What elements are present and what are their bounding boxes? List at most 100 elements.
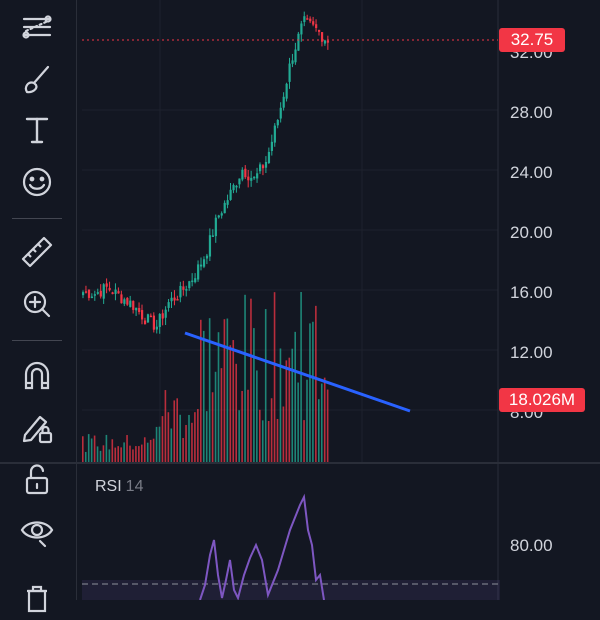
candle-body	[146, 314, 150, 323]
candle-body	[126, 298, 129, 305]
candle-body	[282, 96, 285, 108]
candle-body	[211, 235, 214, 237]
text-tool[interactable]	[12, 108, 62, 152]
candle-body	[111, 292, 114, 295]
candle-body	[297, 33, 300, 51]
volume-bar	[82, 436, 84, 462]
candle-body	[326, 40, 330, 43]
volume-bar	[309, 323, 311, 462]
candle-body	[259, 164, 262, 172]
volume-bar	[238, 410, 240, 462]
rsi-length: 14	[125, 478, 144, 495]
volume-bar	[300, 292, 302, 462]
candle-body	[185, 289, 188, 291]
volume-bar	[158, 426, 161, 462]
toolbar-divider	[12, 340, 62, 341]
volume-bar	[141, 444, 143, 462]
volume-bar	[259, 409, 261, 462]
volume-bar	[185, 424, 187, 462]
volume-bar	[114, 447, 117, 462]
emoji-tool[interactable]	[12, 160, 62, 204]
volume-label: 18.026M	[499, 388, 585, 412]
candle-body	[273, 125, 276, 143]
candle-body	[105, 283, 108, 287]
brush-tool[interactable]	[12, 58, 62, 102]
volume-bar	[167, 412, 170, 462]
volume-bar	[99, 450, 102, 462]
unlock-icon	[25, 464, 49, 495]
hide-drawings-tool[interactable]	[12, 508, 62, 552]
candle-body	[303, 16, 306, 23]
volume-bar	[276, 418, 279, 462]
candle-body	[244, 168, 247, 178]
candle-body	[205, 255, 209, 259]
volume-bar	[129, 445, 131, 462]
ruler-tool[interactable]	[12, 230, 62, 274]
volume-bar	[256, 370, 258, 462]
price-axis-label: 20.00	[510, 223, 553, 242]
candle-body	[164, 309, 167, 318]
candle-body	[250, 177, 253, 181]
volume-bar	[90, 438, 93, 462]
candle-body	[318, 29, 321, 32]
emoji-icon	[22, 167, 52, 197]
volume-bar	[232, 340, 235, 462]
volume-bar	[270, 398, 273, 462]
volume-bar	[188, 414, 190, 462]
volume-bar	[217, 332, 220, 462]
candle-body	[114, 289, 117, 294]
volume-bar	[126, 435, 128, 462]
candle-body	[84, 291, 88, 293]
candle-body	[182, 286, 185, 290]
volume-bar	[320, 383, 323, 462]
candle-body	[256, 173, 259, 179]
magnet-tool[interactable]	[12, 354, 62, 398]
trend-line[interactable]	[184, 331, 411, 413]
candle-body	[120, 294, 123, 304]
drawing-toolbar	[0, 0, 77, 613]
candle-body	[241, 169, 244, 180]
candle-body	[226, 200, 229, 205]
volume-bar	[312, 321, 314, 462]
candle-body	[309, 18, 312, 22]
candle-body	[93, 294, 96, 296]
price-axis-label: 12.00	[510, 343, 553, 362]
volume-bar	[318, 399, 320, 462]
candle-body	[176, 299, 179, 301]
volume-bar	[229, 345, 232, 462]
zoom-in-tool[interactable]	[12, 282, 62, 326]
rsi-legend[interactable]: RSI 14	[95, 478, 143, 496]
volume-bar	[264, 309, 267, 462]
volume-bar	[253, 328, 255, 462]
candle-body	[235, 185, 238, 188]
volume-bar	[282, 406, 285, 462]
volume-bar	[220, 368, 223, 462]
volume-bar	[244, 294, 246, 462]
volume-bar	[288, 357, 291, 462]
candle-body	[288, 63, 291, 82]
unlock-tool[interactable]	[12, 458, 62, 502]
candle-body	[253, 176, 256, 179]
price-axis-label: 28.00	[510, 103, 553, 122]
candle-body	[138, 307, 141, 312]
candle-body	[179, 285, 182, 298]
price-axis-label: 24.00	[510, 163, 553, 182]
candle-body	[208, 235, 212, 257]
volume-bar	[96, 446, 99, 462]
volume-bar	[102, 445, 105, 462]
candle-body	[202, 259, 206, 267]
magnet-icon	[24, 361, 50, 390]
volume-bar	[191, 422, 193, 462]
candle-body	[276, 120, 279, 126]
candle-body	[152, 315, 155, 330]
volume-bars	[82, 292, 329, 462]
lock-drawing-tool[interactable]	[12, 406, 62, 450]
candle-body	[306, 18, 309, 20]
candle-body	[188, 281, 191, 289]
candle-body	[279, 107, 282, 119]
trend-lines-tool[interactable]	[12, 6, 62, 50]
candle-body	[312, 21, 315, 25]
